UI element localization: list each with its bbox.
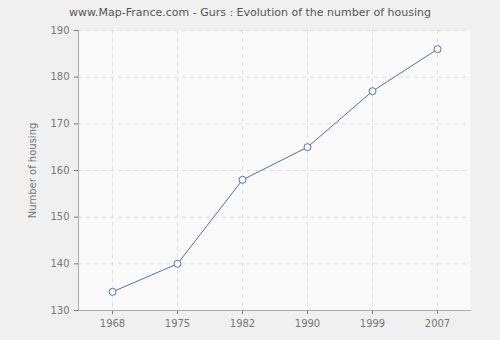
html-text:www.Map-France.com - Gurs : Ev: www.Map-France.com - Gurs : Evolution of… (69, 6, 431, 19)
svg-text:1968: 1968 (100, 318, 125, 329)
svg-text:150: 150 (50, 211, 69, 222)
svg-text:160: 160 (50, 165, 69, 176)
svg-text:130: 130 (50, 305, 69, 316)
svg-text:1990: 1990 (295, 318, 320, 329)
svg-text:2007: 2007 (425, 318, 450, 329)
svg-text:180: 180 (50, 71, 69, 82)
svg-text:1982: 1982 (230, 318, 255, 329)
svg-text:1975: 1975 (165, 318, 190, 329)
svg-text:170: 170 (50, 118, 69, 129)
svg-text:190: 190 (50, 25, 69, 36)
svg-text:140: 140 (50, 258, 69, 269)
svg-text:1999: 1999 (360, 318, 385, 329)
svg-text:Number of housing: Number of housing (27, 123, 38, 219)
